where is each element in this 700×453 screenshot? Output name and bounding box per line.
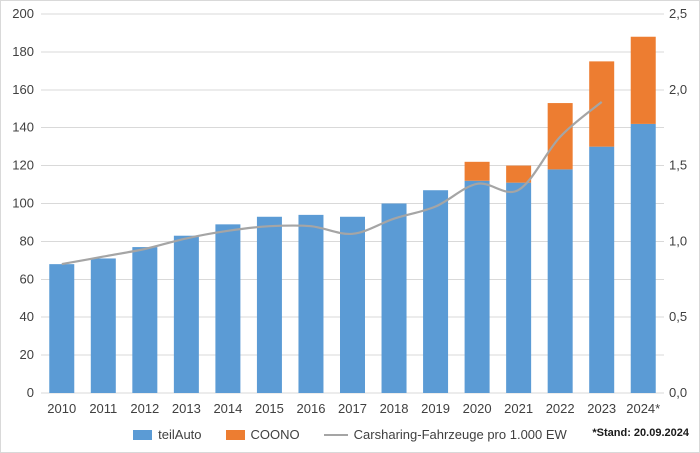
y-axis-tick-left: 40: [20, 309, 34, 324]
x-axis-label: 2014: [213, 401, 242, 416]
bar-teilAuto-2021: [506, 182, 532, 393]
bar-teilAuto-2016: [298, 214, 324, 393]
y-axis-tick-left: 80: [20, 233, 34, 248]
bar-teilAuto-2012: [132, 247, 158, 393]
y-axis-tick-left: 140: [12, 120, 34, 135]
bar-COONO-2023: [589, 61, 615, 147]
bar-teilAuto-2024*: [630, 123, 656, 393]
y-axis-tick-right: 0,0: [669, 385, 687, 400]
y-axis-tick-left: 20: [20, 347, 34, 362]
footnote: *Stand: 20.09.2024: [592, 427, 689, 439]
bar-teilAuto-2019: [423, 190, 449, 393]
y-axis-tick-right: 2,5: [669, 6, 687, 21]
bar-COONO-2021: [506, 165, 532, 183]
legend-item-coono: COONO: [225, 427, 300, 442]
bar-teilAuto-2022: [547, 169, 573, 393]
bar-teilAuto-2011: [90, 258, 116, 393]
teilauto-swatch-icon: [133, 429, 153, 440]
bar-teilAuto-2014: [215, 224, 241, 393]
y-axis-tick-right: 1,0: [669, 233, 687, 248]
legend-label-teilauto: teilAuto: [158, 427, 202, 442]
x-axis-label: 2021: [504, 401, 533, 416]
y-axis-tick-left: 60: [20, 271, 34, 286]
coono-swatch-icon: [225, 429, 245, 440]
y-axis-tick-right: 2,0: [669, 82, 687, 97]
x-axis-label: 2011: [89, 401, 117, 416]
bar-teilAuto-2020: [464, 180, 490, 393]
bar-teilAuto-2023: [589, 146, 615, 393]
legend: teilAuto COONO Carsharing-Fahrzeuge pro …: [1, 427, 699, 442]
x-axis-label: 2020: [463, 401, 492, 416]
y-axis-tick-left: 100: [12, 196, 34, 211]
bar-COONO-2020: [464, 161, 490, 181]
bar-COONO-2024*: [630, 36, 656, 124]
y-axis-tick-right: 0,5: [669, 309, 687, 324]
y-axis-tick-left: 0: [27, 385, 34, 400]
x-axis-label: 2013: [172, 401, 201, 416]
legend-item-line: Carsharing-Fahrzeuge pro 1.000 EW: [323, 427, 567, 442]
x-axis-label: 2016: [297, 401, 326, 416]
x-axis-label: 2010: [47, 401, 76, 416]
x-axis-label: 2019: [421, 401, 450, 416]
x-axis-label: 2023: [587, 401, 616, 416]
x-axis-label: 2018: [380, 401, 409, 416]
x-axis-label: 2017: [338, 401, 367, 416]
x-axis-label: 2015: [255, 401, 284, 416]
bar-teilAuto-2010: [49, 264, 75, 393]
line-swatch-icon: [323, 433, 348, 436]
x-axis-label: 2024*: [626, 401, 660, 416]
legend-label-coono: COONO: [250, 427, 300, 442]
carsharing-per-1000-line: [61, 101, 603, 266]
bar-teilAuto-2013: [173, 235, 199, 393]
bar-teilAuto-2015: [256, 216, 282, 393]
y-axis-tick-left: 200: [12, 6, 34, 21]
y-axis-tick-left: 120: [12, 158, 34, 173]
plot-area: 0 20 40 60 80 100 120 140 160 180 200 0,0 0,5 1,0 1,5 2…: [12, 6, 687, 416]
y-axis-tick-right: 1,5: [669, 158, 687, 173]
y-axis-tick-left: 180: [12, 44, 34, 59]
x-axis-label: 2012: [130, 401, 159, 416]
legend-label-line: Carsharing-Fahrzeuge pro 1.000 EW: [353, 427, 567, 442]
bar-teilAuto-2017: [340, 216, 365, 393]
x-axis-label: 2022: [546, 401, 575, 416]
bar-teilAuto-2018: [381, 203, 407, 393]
legend-item-teilauto: teilAuto: [133, 427, 202, 442]
y-axis-tick-left: 160: [12, 82, 34, 97]
